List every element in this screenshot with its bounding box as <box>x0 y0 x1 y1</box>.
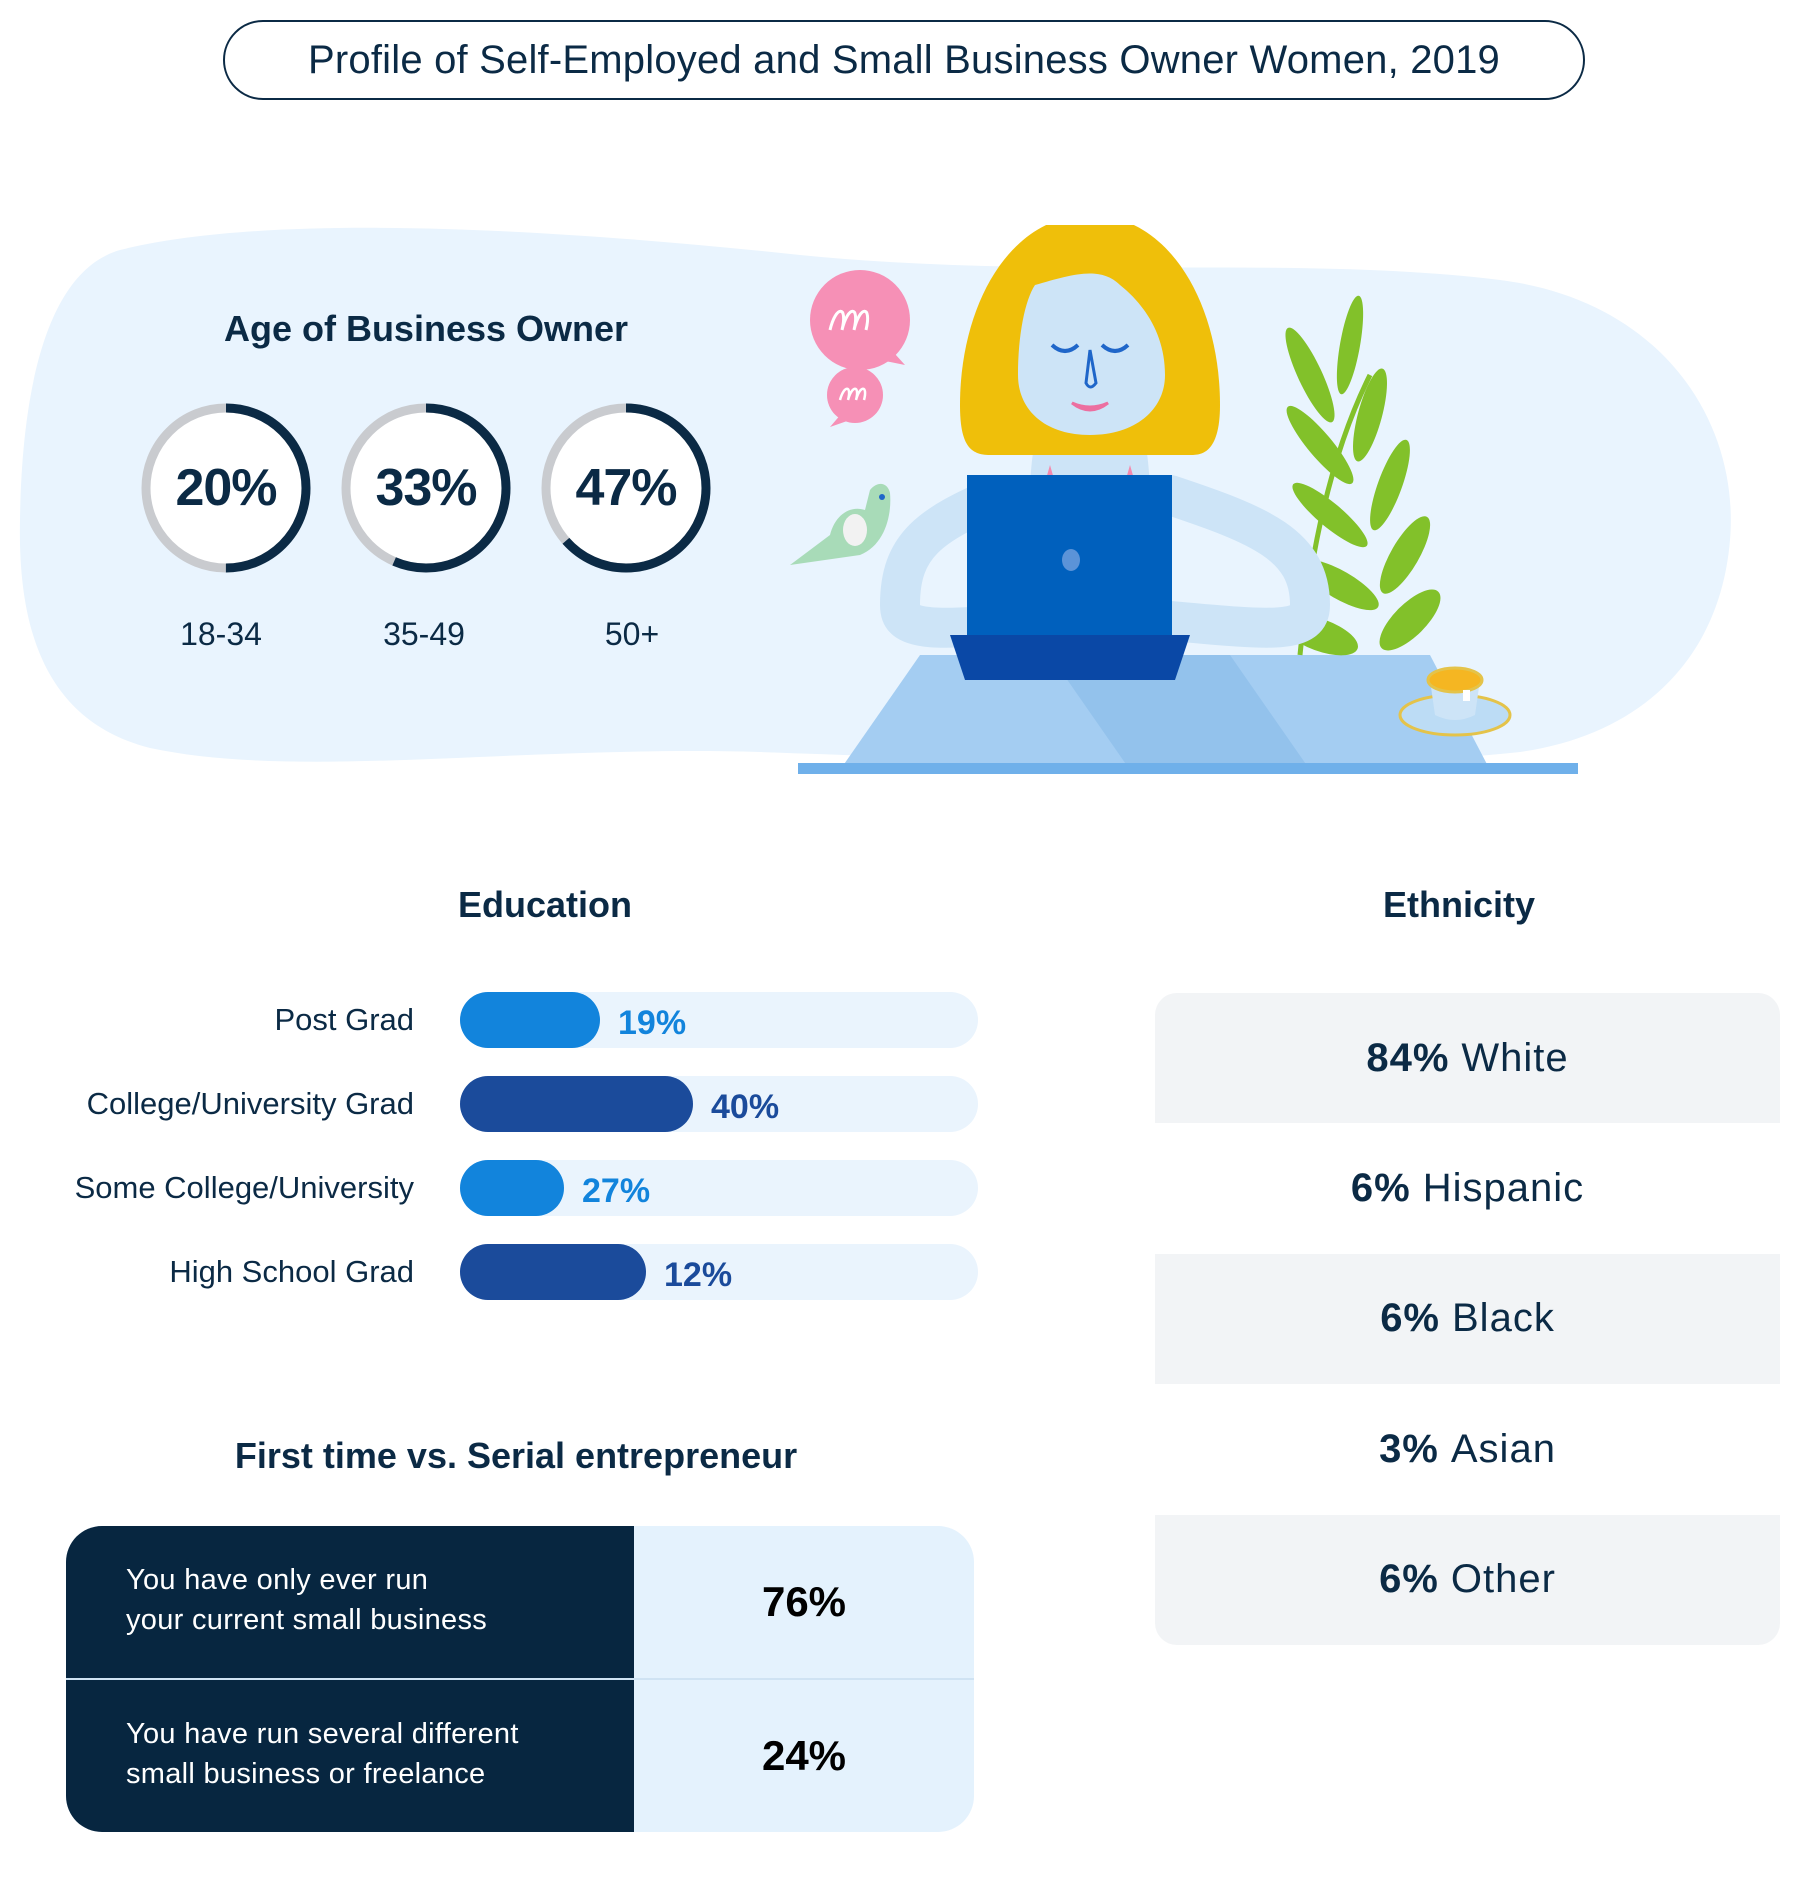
education-bar <box>460 1076 693 1132</box>
education-bar <box>460 992 600 1048</box>
entrepreneur-value: 24% <box>761 1732 847 1779</box>
ethnicity-pct: 6% <box>1350 1166 1411 1211</box>
laptop-logo-icon <box>1062 549 1080 571</box>
bird-icon <box>790 483 891 565</box>
tea-cup-icon <box>1398 666 1512 737</box>
education-label: College/University Grad <box>86 1086 414 1121</box>
ethnicity-table: 84% White 6% Hispanic 6% Black 3% Asian … <box>1155 993 1780 1645</box>
donut-face <box>146 408 306 568</box>
age-range-label: 18-34 <box>180 616 262 652</box>
age-range-label: 50+ <box>604 616 660 652</box>
age-heading: Age of Business Owner <box>223 308 629 349</box>
ethnicity-label: Asian <box>1450 1426 1556 1471</box>
ethnicity-label: Black <box>1452 1296 1555 1341</box>
entrepreneur-row: You have run several different small bus… <box>66 1680 974 1832</box>
ethnicity-row-black: 6% Black <box>1155 1253 1780 1385</box>
donut-face <box>546 408 706 568</box>
entrepreneur-heading: First time vs. Serial entrepreneur <box>234 1435 798 1476</box>
education-heading: Education <box>457 884 633 925</box>
donut-arc <box>141 403 311 573</box>
question-line: your current small business <box>126 1604 488 1636</box>
education-bar-track: 27% <box>460 1160 978 1216</box>
education-bar-track: 19% <box>460 992 978 1048</box>
age-donut-35-49: 33% <box>338 400 514 576</box>
ethnicity-label: White <box>1461 1035 1569 1080</box>
ethnicity-pct: 84% <box>1366 1035 1450 1080</box>
question-line: You have run several different <box>126 1718 519 1750</box>
education-label: High School Grad <box>169 1254 414 1289</box>
age-donut-18-34: 20% <box>138 400 314 576</box>
entrepreneur-value: 76% <box>761 1578 847 1625</box>
ethnicity-label: Hispanic <box>1422 1166 1585 1211</box>
education-bar-value: 40% <box>711 1088 780 1126</box>
education-bar-value: 27% <box>582 1172 651 1210</box>
woman-laptop-illustration <box>790 225 1578 774</box>
education-bar-value: 19% <box>618 1004 687 1042</box>
speech-bubble-small-icon <box>827 367 883 427</box>
education-bar-track: 40% <box>460 1076 978 1132</box>
ethnicity-heading: Ethnicity <box>1382 884 1536 925</box>
education-label: Some College/University <box>74 1170 414 1205</box>
age-donut-50-plus: 47% <box>538 400 714 576</box>
education-bar <box>460 1160 564 1216</box>
donut-arc <box>341 403 511 573</box>
row-divider <box>66 1678 974 1680</box>
ethnicity-pct: 6% <box>1379 1557 1439 1602</box>
ethnicity-label: Other <box>1450 1557 1556 1602</box>
ethnicity-pct: 3% <box>1379 1426 1439 1471</box>
entrepreneur-question: You have only ever run your current smal… <box>66 1526 634 1678</box>
entrepreneur-table: You have only ever run your current smal… <box>66 1526 974 1832</box>
speech-bubble-large-icon <box>810 270 910 370</box>
donut-chart <box>141 403 311 573</box>
age-range-label: 35-49 <box>383 616 465 652</box>
donut-value: 20% <box>175 459 277 517</box>
education-label: Post Grad <box>274 1002 414 1037</box>
arm-right <box>1140 475 1331 648</box>
donut-chart <box>541 403 711 573</box>
question-line: You have only ever run <box>126 1564 429 1596</box>
page-title: Profile of Self-Employed and Small Busin… <box>223 20 1585 100</box>
ethnicity-row-other: 6% Other <box>1155 1514 1780 1645</box>
entrepreneur-question: You have run several different small bus… <box>66 1680 634 1832</box>
donut-value: 47% <box>575 459 677 517</box>
ethnicity-row-white: 84% White <box>1155 993 1780 1124</box>
donut-value: 33% <box>375 459 477 517</box>
question-line: small business or freelance <box>126 1758 486 1790</box>
page-title-text: Profile of Self-Employed and Small Busin… <box>307 37 1501 82</box>
donut-chart <box>341 403 511 573</box>
education-bar-value: 12% <box>664 1256 733 1294</box>
ethnicity-row-asian: 3% Asian <box>1155 1384 1780 1514</box>
ethnicity-pct: 6% <box>1380 1296 1440 1341</box>
education-bar-track: 12% <box>460 1244 978 1300</box>
education-bar <box>460 1244 646 1300</box>
ethnicity-row-hispanic: 6% Hispanic <box>1155 1123 1780 1253</box>
education-bar-chart: Post Grad College/University Grad Some C… <box>0 990 1000 1320</box>
donut-arc <box>541 403 711 573</box>
donut-face <box>346 408 506 568</box>
entrepreneur-row: You have only ever run your current smal… <box>66 1526 974 1678</box>
